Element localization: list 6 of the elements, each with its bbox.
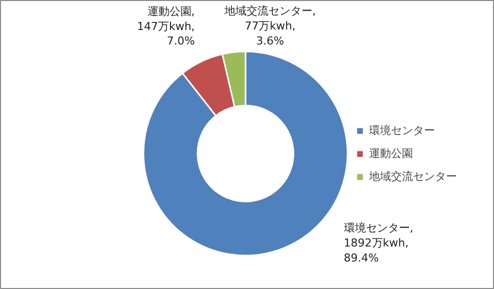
legend-label: 地域交流センター — [369, 169, 457, 184]
legend-label: 運動公園 — [369, 146, 413, 161]
data-label: 地域交流センター, 77万kwh, 3.6% — [223, 4, 316, 48]
data-label: 環境センター, 1892万kwh, 89.4% — [344, 221, 414, 264]
data-label: 運動公園, 147万kwh, 7.0% — [136, 4, 195, 48]
legend-label: 環境センター — [369, 123, 435, 138]
